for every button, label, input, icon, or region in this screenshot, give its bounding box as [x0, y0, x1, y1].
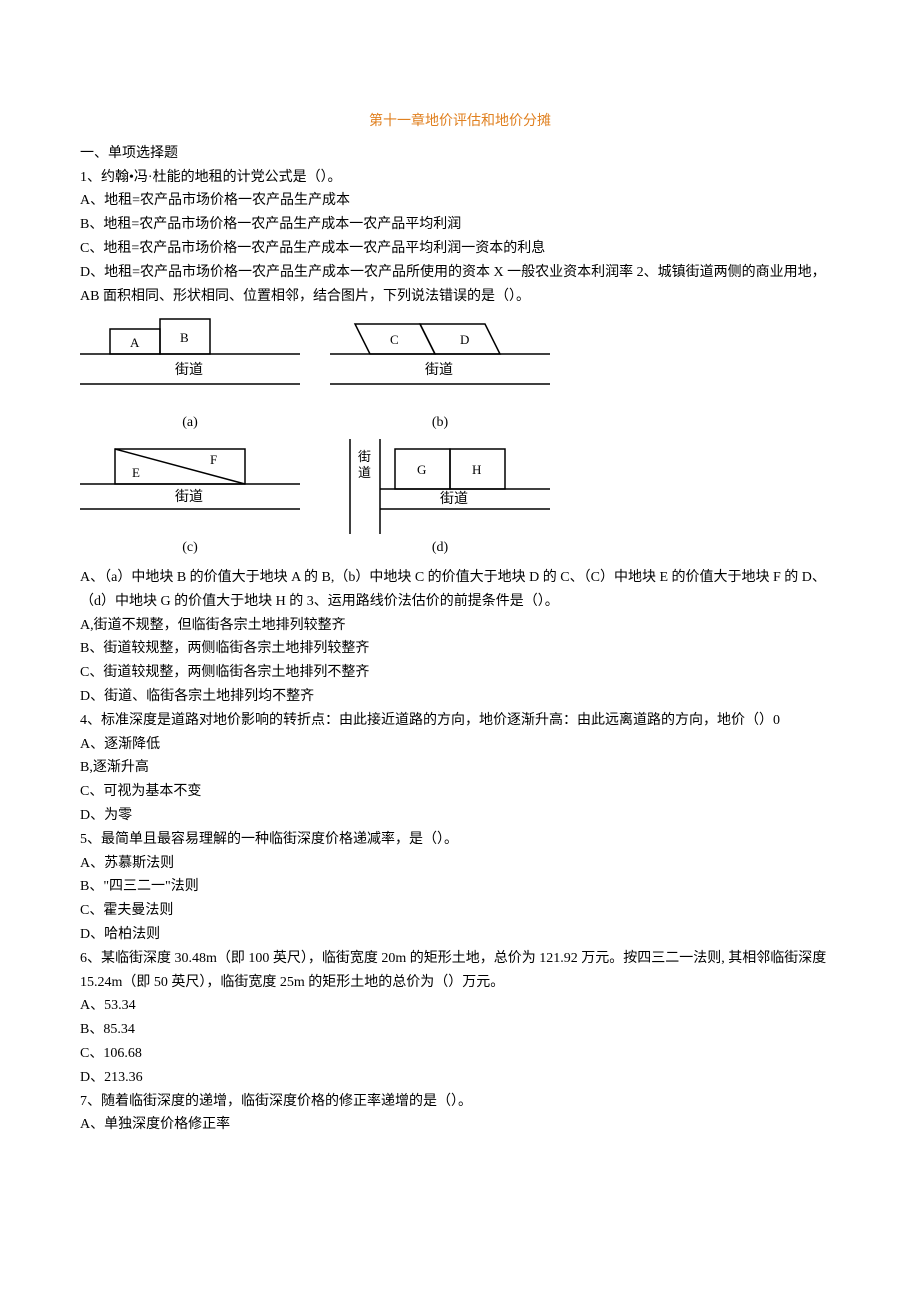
section-heading: 一、单项选择题 [80, 142, 840, 166]
diagram-d-caption: (d) [330, 536, 550, 560]
diagram-block: A B 街道 (a) C D 街道 (b) [80, 314, 840, 560]
q5-option-a: A、苏慕斯法则 [80, 852, 840, 876]
q4-option-b: B,逐渐升高 [80, 756, 840, 780]
q6-option-a: A、53.34 [80, 994, 840, 1018]
diagram-b-label-c: C [390, 332, 399, 347]
q1-stem: 1、约翰•冯·杜能的地租的计党公式是（）。 [80, 166, 840, 190]
diagram-d-street-v2: 道 [358, 465, 371, 480]
chapter-title: 第十一章地价评估和地价分摊 [80, 110, 840, 134]
q3-option-c: C、街道较规整，两侧临街各宗土地排列不整齐 [80, 661, 840, 685]
q6-option-c: C、106.68 [80, 1042, 840, 1066]
diagram-c-caption: (c) [80, 536, 300, 560]
diagram-c-street: 街道 [175, 489, 203, 505]
q6-option-d: D、213.36 [80, 1066, 840, 1090]
q4-option-c: C、可视为基本不变 [80, 780, 840, 804]
diagram-a: A B 街道 (a) [80, 314, 300, 435]
document-page: 第十一章地价评估和地价分摊 一、单项选择题 1、约翰•冯·杜能的地租的计党公式是… [0, 0, 920, 1177]
q5-stem: 5、最简单且最容易理解的一种临街深度价格递减率，是（）。 [80, 828, 840, 852]
q1-option-c: C、地租=农产品市场价格一农产品生产成本一农产品平均利润一资本的利息 [80, 237, 840, 261]
diagram-row-2: E F 街道 (c) 街 道 G H [80, 439, 840, 560]
q6-option-b: B、85.34 [80, 1018, 840, 1042]
q5-option-d: D、哈柏法则 [80, 923, 840, 947]
diagram-b-street: 街道 [425, 362, 453, 378]
q4-option-a: A、逐渐降低 [80, 733, 840, 757]
diagram-c-label-e: E [132, 465, 140, 480]
q5-option-b: B、"四三二一"法则 [80, 875, 840, 899]
diagram-a-label-a: A [130, 335, 140, 350]
diagram-b: C D 街道 (b) [330, 314, 550, 435]
q1-option-d: D、地租=农产品市场价格一农产品生产成本一农产品所使用的资本 X 一般农业资本利… [80, 261, 840, 309]
q7-option-a: A、单独深度价格修正率 [80, 1113, 840, 1137]
q4-stem: 4、标准深度是道路对地价影响的转折点：由此接近道路的方向，地价逐渐升高：由此远离… [80, 709, 840, 733]
q4-option-d: D、为零 [80, 804, 840, 828]
q1-option-b: B、地租=农产品市场价格一农产品生产成本一农产品平均利润 [80, 213, 840, 237]
q3-option-d: D、街道、临街各宗土地排列均不整齐 [80, 685, 840, 709]
diagram-c: E F 街道 (c) [80, 439, 300, 560]
diagram-d-label-g: G [417, 462, 426, 477]
q2-q3-combined: A、（a）中地块 B 的价值大于地块 A 的 B,（b）中地块 C 的价值大于地… [80, 566, 840, 614]
diagram-b-caption: (b) [330, 411, 550, 435]
diagram-a-caption: (a) [80, 411, 300, 435]
diagram-a-street: 街道 [175, 362, 203, 378]
diagram-d-street-v1: 街 [358, 449, 371, 464]
q5-option-c: C、霍夫曼法则 [80, 899, 840, 923]
diagram-d-label-h: H [472, 462, 481, 477]
q6-stem: 6、某临街深度 30.48m（即 100 英尺），临街宽度 20m 的矩形土地，… [80, 947, 840, 995]
q7-stem: 7、随着临街深度的递增，临街深度价格的修正率递增的是（）。 [80, 1090, 840, 1114]
diagram-row-1: A B 街道 (a) C D 街道 (b) [80, 314, 840, 435]
diagram-d-street: 街道 [440, 491, 468, 507]
diagram-d: 街 道 G H 街道 (d) [330, 439, 550, 560]
q1-option-a: A、地租=农产品市场价格一农产品生产成本 [80, 189, 840, 213]
diagram-c-label-f: F [210, 452, 217, 467]
q3-option-a: A,街道不规整，但临街各宗土地排列较整齐 [80, 614, 840, 638]
diagram-a-label-b: B [180, 330, 189, 345]
q3-option-b: B、街道较规整，两侧临街各宗土地排列较整齐 [80, 637, 840, 661]
diagram-b-label-d: D [460, 332, 469, 347]
